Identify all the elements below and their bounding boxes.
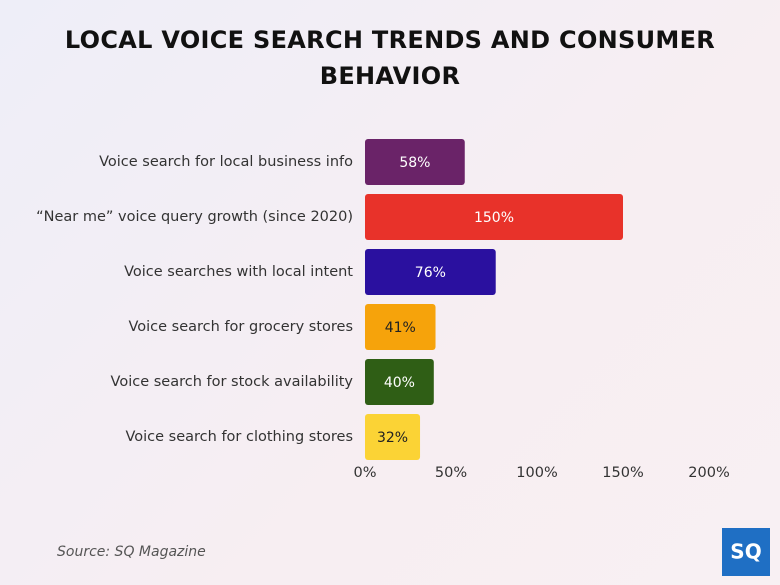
- value-label: 76%: [415, 265, 446, 281]
- x-tick-label: 0%: [353, 465, 376, 481]
- x-tick-label: 150%: [602, 465, 643, 481]
- logo-box: [722, 528, 770, 576]
- value-label: 41%: [385, 320, 416, 336]
- category-label: Voice search for grocery stores: [128, 319, 353, 335]
- value-label: 150%: [474, 210, 514, 226]
- bar: [365, 359, 434, 405]
- bar: [365, 414, 421, 460]
- value-label: 58%: [399, 155, 430, 171]
- category-label: Voice searches with local intent: [124, 264, 353, 280]
- value-label: 40%: [384, 375, 415, 391]
- source: Source: SQ Magazine: [57, 544, 206, 560]
- bar: [365, 249, 496, 295]
- bar: [365, 139, 465, 185]
- x-tick-label: 50%: [435, 465, 467, 481]
- category-label: Voice search for local business info: [99, 154, 353, 170]
- value-label: 32%: [377, 430, 408, 446]
- category-label: “Near me” voice query growth (since 2020…: [36, 209, 353, 225]
- category-label: Voice search for clothing stores: [125, 429, 353, 445]
- category-label: Voice search for stock availability: [111, 374, 354, 390]
- x-tick-label: 200%: [688, 465, 729, 481]
- x-tick-label: 100%: [516, 465, 557, 481]
- chart-title: LOCAL VOICE SEARCH TRENDS AND CONSUMER B…: [64, 26, 716, 90]
- bar: [365, 194, 623, 240]
- bar: [365, 304, 436, 350]
- logo: SQ: [730, 540, 761, 564]
